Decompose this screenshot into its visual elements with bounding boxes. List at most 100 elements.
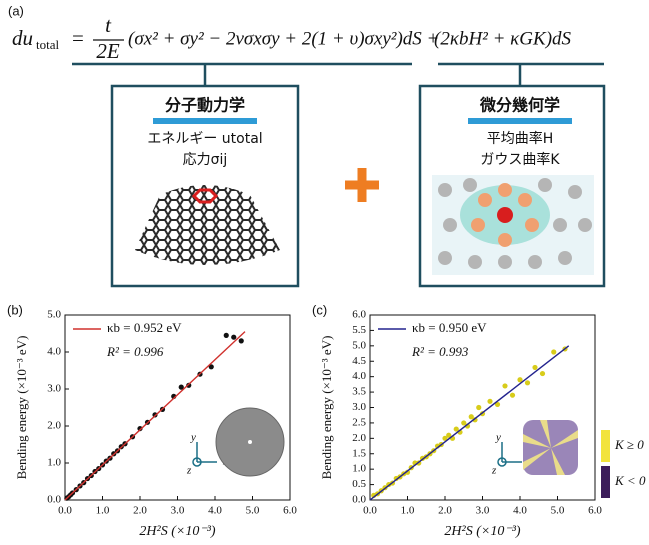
data-point: [509, 392, 516, 398]
data-point: [446, 432, 452, 438]
x-tick-label: 6.0: [283, 505, 297, 517]
box-line: 応力σij: [183, 152, 228, 168]
y-tick-label: 0.0: [352, 494, 366, 506]
defect-ring: [191, 188, 219, 204]
connectors: [72, 62, 606, 288]
y-tick-label: 1.0: [352, 463, 366, 475]
axis-glyph: [192, 457, 202, 467]
data-point: [502, 383, 508, 389]
y-tick-label: 6.0: [352, 309, 366, 321]
y-tick-label: 5.5: [352, 324, 366, 336]
data-point: [404, 469, 411, 475]
y-tick-label: 0.5: [352, 478, 366, 490]
data-point: [551, 349, 557, 355]
data-point: [487, 398, 493, 404]
data-point: [453, 426, 459, 432]
inset-axis-label: y: [495, 432, 501, 444]
data-point: [208, 364, 214, 370]
fit-line: [369, 345, 570, 501]
box-line: エネルギー utotal: [147, 131, 262, 147]
data-point: [223, 332, 229, 338]
inset-axis-label: y: [190, 432, 196, 444]
box-line: 平均曲率H: [487, 130, 554, 147]
x-tick-label: 2.0: [438, 505, 452, 517]
panel-label: (c): [312, 302, 327, 317]
y-tick-label: 1.5: [352, 447, 366, 459]
x-tick-label: 5.0: [551, 505, 565, 517]
data-point: [476, 404, 482, 411]
y-tick-label: 3.0: [352, 401, 366, 413]
inset-axis-label: z: [186, 465, 192, 477]
y-tick-label: 2.0: [47, 420, 61, 432]
annotation: R² = 0.996: [106, 344, 164, 359]
legend-label: κb = 0.950 eV: [412, 320, 487, 335]
data-point: [517, 377, 523, 383]
x-tick-label: 1.0: [96, 505, 110, 517]
eq-lhs-sub: total: [36, 37, 59, 52]
y-tick-label: 4.5: [352, 355, 366, 367]
data-point: [468, 414, 474, 420]
x-tick-label: 6.0: [588, 505, 602, 517]
x-tick-label: 2.0: [133, 505, 147, 517]
colorbar-swatch: [601, 430, 610, 462]
y-axis-label: Bending energy (×10⁻³ eV): [14, 336, 29, 480]
x-tick-label: 5.0: [246, 505, 260, 517]
data-point: [524, 380, 531, 386]
panel-label: (a): [8, 3, 24, 18]
graphene-cone: [135, 185, 280, 265]
data-point: [472, 417, 478, 423]
legend-label: κb = 0.952 eV: [107, 320, 182, 335]
eq-term2: (2κbH² + κGK)dS: [434, 28, 572, 49]
annotation: R² = 0.993: [411, 344, 469, 359]
y-axis-label: Bending energy (×10⁻³ eV): [319, 336, 334, 480]
x-tick-label: 4.0: [513, 505, 527, 517]
axis-glyph: [497, 457, 507, 467]
y-tick-label: 4.0: [47, 346, 61, 358]
title-bar: [468, 118, 572, 124]
eq-frac-den: 2E: [96, 39, 120, 63]
plus-sign: [345, 168, 379, 202]
x-axis-label: 2H²S (×10⁻³): [444, 524, 521, 539]
colorbar-label: K ≥ 0: [614, 437, 644, 452]
data-point: [238, 338, 244, 344]
panel-label: (b): [7, 302, 23, 317]
y-tick-label: 3.5: [352, 386, 366, 398]
data-point: [539, 370, 546, 377]
y-tick-label: 5.0: [352, 339, 366, 351]
equation: du total = t 2E (σx² + σy² − 2νσxσy + 2(…: [12, 13, 572, 63]
title-bar: [153, 118, 257, 124]
y-tick-label: 5.0: [47, 309, 61, 321]
y-tick-label: 2.0: [352, 432, 366, 444]
data-point: [494, 401, 501, 408]
data-point: [231, 334, 237, 340]
data-point: [137, 425, 143, 432]
x-tick-label: 3.0: [476, 505, 490, 517]
box-title: 分子動力学: [165, 96, 245, 115]
data-point: [461, 420, 467, 426]
x-axis-label: 2H²S (×10⁻³): [139, 524, 216, 539]
eq-term1: (σx² + σy² − 2νσxσy + 2(1 + υ)σxy²)dS +: [128, 28, 439, 49]
data-point: [178, 384, 184, 390]
colorbar-label: K < 0: [614, 473, 646, 488]
y-tick-label: 2.5: [352, 416, 366, 428]
box-title: 微分幾何学: [479, 96, 560, 115]
eq-lhs: du: [12, 26, 33, 50]
data-point: [442, 435, 448, 441]
inset-disk-center: [248, 440, 252, 444]
inset-surface: [523, 420, 578, 475]
y-tick-label: 4.0: [352, 370, 366, 382]
y-tick-label: 0.0: [47, 494, 61, 506]
inset-axis-label: z: [491, 465, 497, 477]
x-tick-label: 3.0: [171, 505, 185, 517]
x-tick-label: 0.0: [58, 505, 72, 517]
x-tick-label: 1.0: [401, 505, 415, 517]
eq-equals: =: [72, 26, 84, 50]
fit-line: [64, 331, 246, 501]
x-tick-label: 0.0: [363, 505, 377, 517]
x-tick-label: 4.0: [208, 505, 222, 517]
colorbar-swatch: [601, 466, 610, 498]
box-line: ガウス曲率K: [480, 151, 560, 168]
y-tick-label: 1.0: [47, 457, 61, 469]
data-point: [532, 364, 538, 371]
